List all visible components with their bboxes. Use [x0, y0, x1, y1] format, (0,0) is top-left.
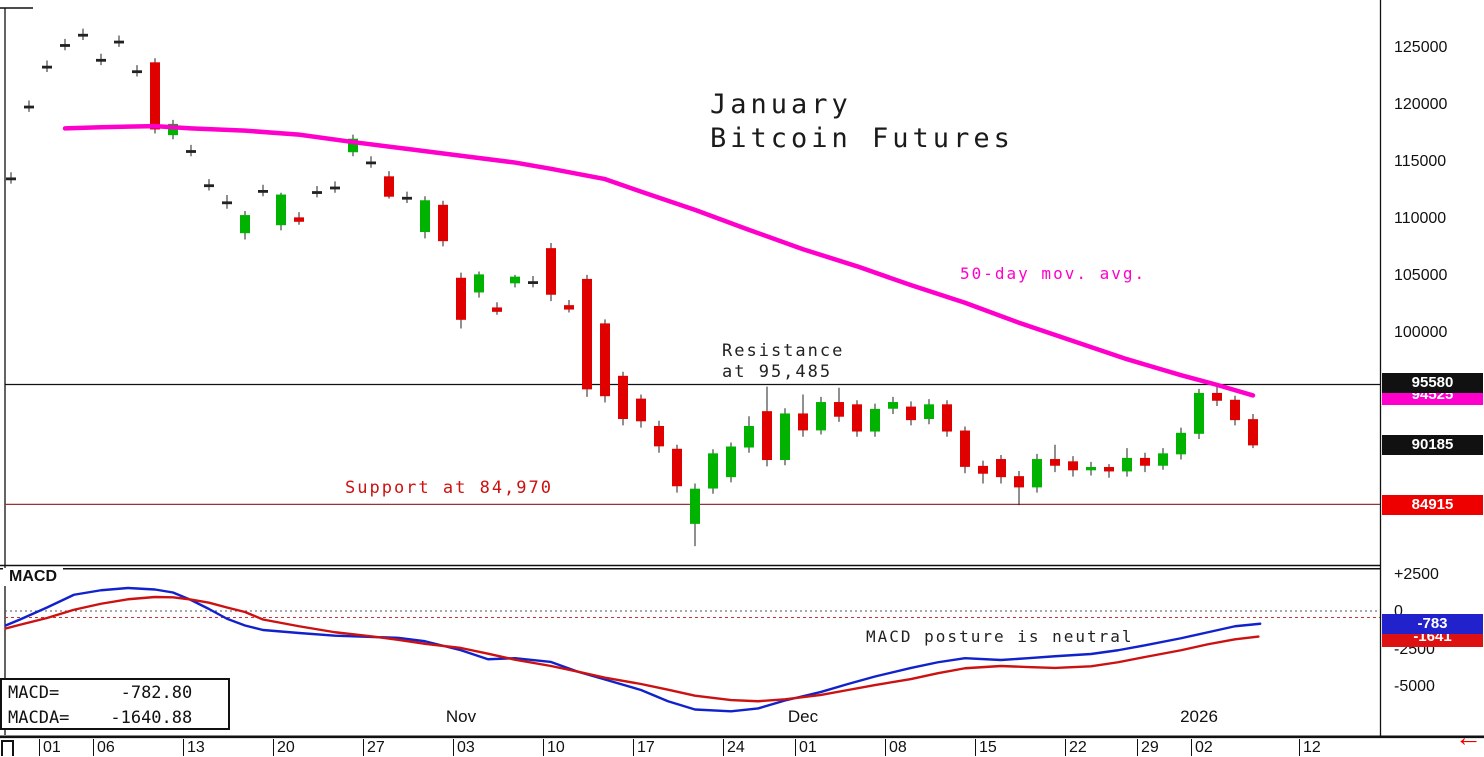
resistance-label-line1: Resistance — [722, 341, 845, 361]
price-axis-label: 105000 — [1394, 267, 1448, 284]
chart-title-line2: Bitcoin Futures — [710, 123, 1014, 154]
price-badge: 95580 — [1382, 373, 1483, 394]
date-tick-label: 08 — [889, 739, 907, 756]
chart-title-line1: January — [710, 89, 852, 120]
date-tick-mark — [885, 739, 886, 756]
date-tick-label: 20 — [277, 739, 295, 756]
macd-axis-label: -5000 — [1394, 678, 1435, 695]
date-tick-label: 03 — [457, 739, 475, 756]
date-tick-label: 15 — [979, 739, 997, 756]
macd-legend-row: MACD= -782.80 — [8, 681, 222, 706]
price-axis-label: 115000 — [1394, 153, 1447, 170]
date-tick-mark — [543, 739, 544, 756]
macd-badge: -783 — [1382, 613, 1483, 634]
date-tick-mark — [723, 739, 724, 756]
price-axis-label: 120000 — [1394, 96, 1448, 113]
ma50-line — [62, 123, 1256, 398]
date-tick-label: 01 — [799, 739, 817, 756]
date-tick-mark — [975, 739, 976, 756]
date-tick-label: 22 — [1069, 739, 1087, 756]
date-tick-mark — [93, 739, 94, 756]
support-label: Support at 84,970 — [345, 478, 553, 498]
macd-axis-label: 0 — [1394, 603, 1403, 620]
date-tick-label: 02 — [1195, 739, 1213, 756]
date-tick-label: 06 — [97, 739, 115, 756]
date-tick-mark — [1299, 739, 1300, 756]
macd-panel-title: MACD — [3, 568, 63, 586]
scroll-left-arrow-icon[interactable]: ← — [1455, 722, 1482, 752]
date-tick-mark — [1191, 739, 1192, 756]
date-tick-label: 13 — [187, 739, 205, 756]
date-tick-mark — [183, 739, 184, 756]
macda-legend-label: MACDA= — [8, 708, 70, 728]
date-tick-mark — [1065, 739, 1066, 756]
date-tick-mark — [453, 739, 454, 756]
date-tick-label: 27 — [367, 739, 385, 756]
date-tick-label: 24 — [727, 739, 745, 756]
macd-legend-label: MACD= — [8, 683, 60, 703]
macda-legend-row: MACDA= -1640.88 — [8, 706, 222, 731]
chart-title: January Bitcoin Futures — [710, 88, 1014, 156]
axis-corner-mark — [1, 740, 14, 756]
resistance-label-line2: at 95,485 — [722, 362, 833, 382]
date-tick-label: 17 — [637, 739, 655, 756]
price-badge: 84915 — [1382, 494, 1483, 515]
resistance-label: Resistance at 95,485 — [722, 341, 844, 383]
macda-legend-value: -1640.88 — [110, 708, 193, 728]
candlestick-series — [6, 28, 1258, 547]
month-label: Dec — [787, 707, 819, 726]
price-axis-label: 110000 — [1394, 210, 1447, 227]
macda-line — [4, 595, 1260, 703]
date-tick-label: 29 — [1141, 739, 1159, 756]
macd-axis-label: +2500 — [1394, 565, 1439, 583]
price-axis-label: 125000 — [1394, 39, 1448, 56]
month-label: 2026 — [1180, 707, 1218, 726]
date-tick-mark — [795, 739, 796, 756]
price-axis-label: 100000 — [1394, 324, 1448, 341]
macd-legend-value: -782.80 — [120, 683, 193, 703]
date-tick-mark — [39, 739, 40, 756]
macd-note: MACD posture is neutral — [866, 627, 1134, 646]
month-label: Nov — [445, 707, 477, 726]
date-tick-label: 10 — [547, 739, 565, 756]
date-tick-label: 12 — [1303, 739, 1321, 756]
date-tick-mark — [1137, 739, 1138, 756]
date-tick-mark — [633, 739, 634, 756]
date-tick-label: 01 — [43, 739, 61, 756]
macd-legend: MACD= -782.80 MACDA= -1640.88 — [0, 678, 230, 730]
date-tick-mark — [363, 739, 364, 756]
date-tick-mark — [273, 739, 274, 756]
price-badge: 90185 — [1382, 434, 1483, 455]
ma50-label: 50-day mov. avg. — [960, 264, 1147, 283]
